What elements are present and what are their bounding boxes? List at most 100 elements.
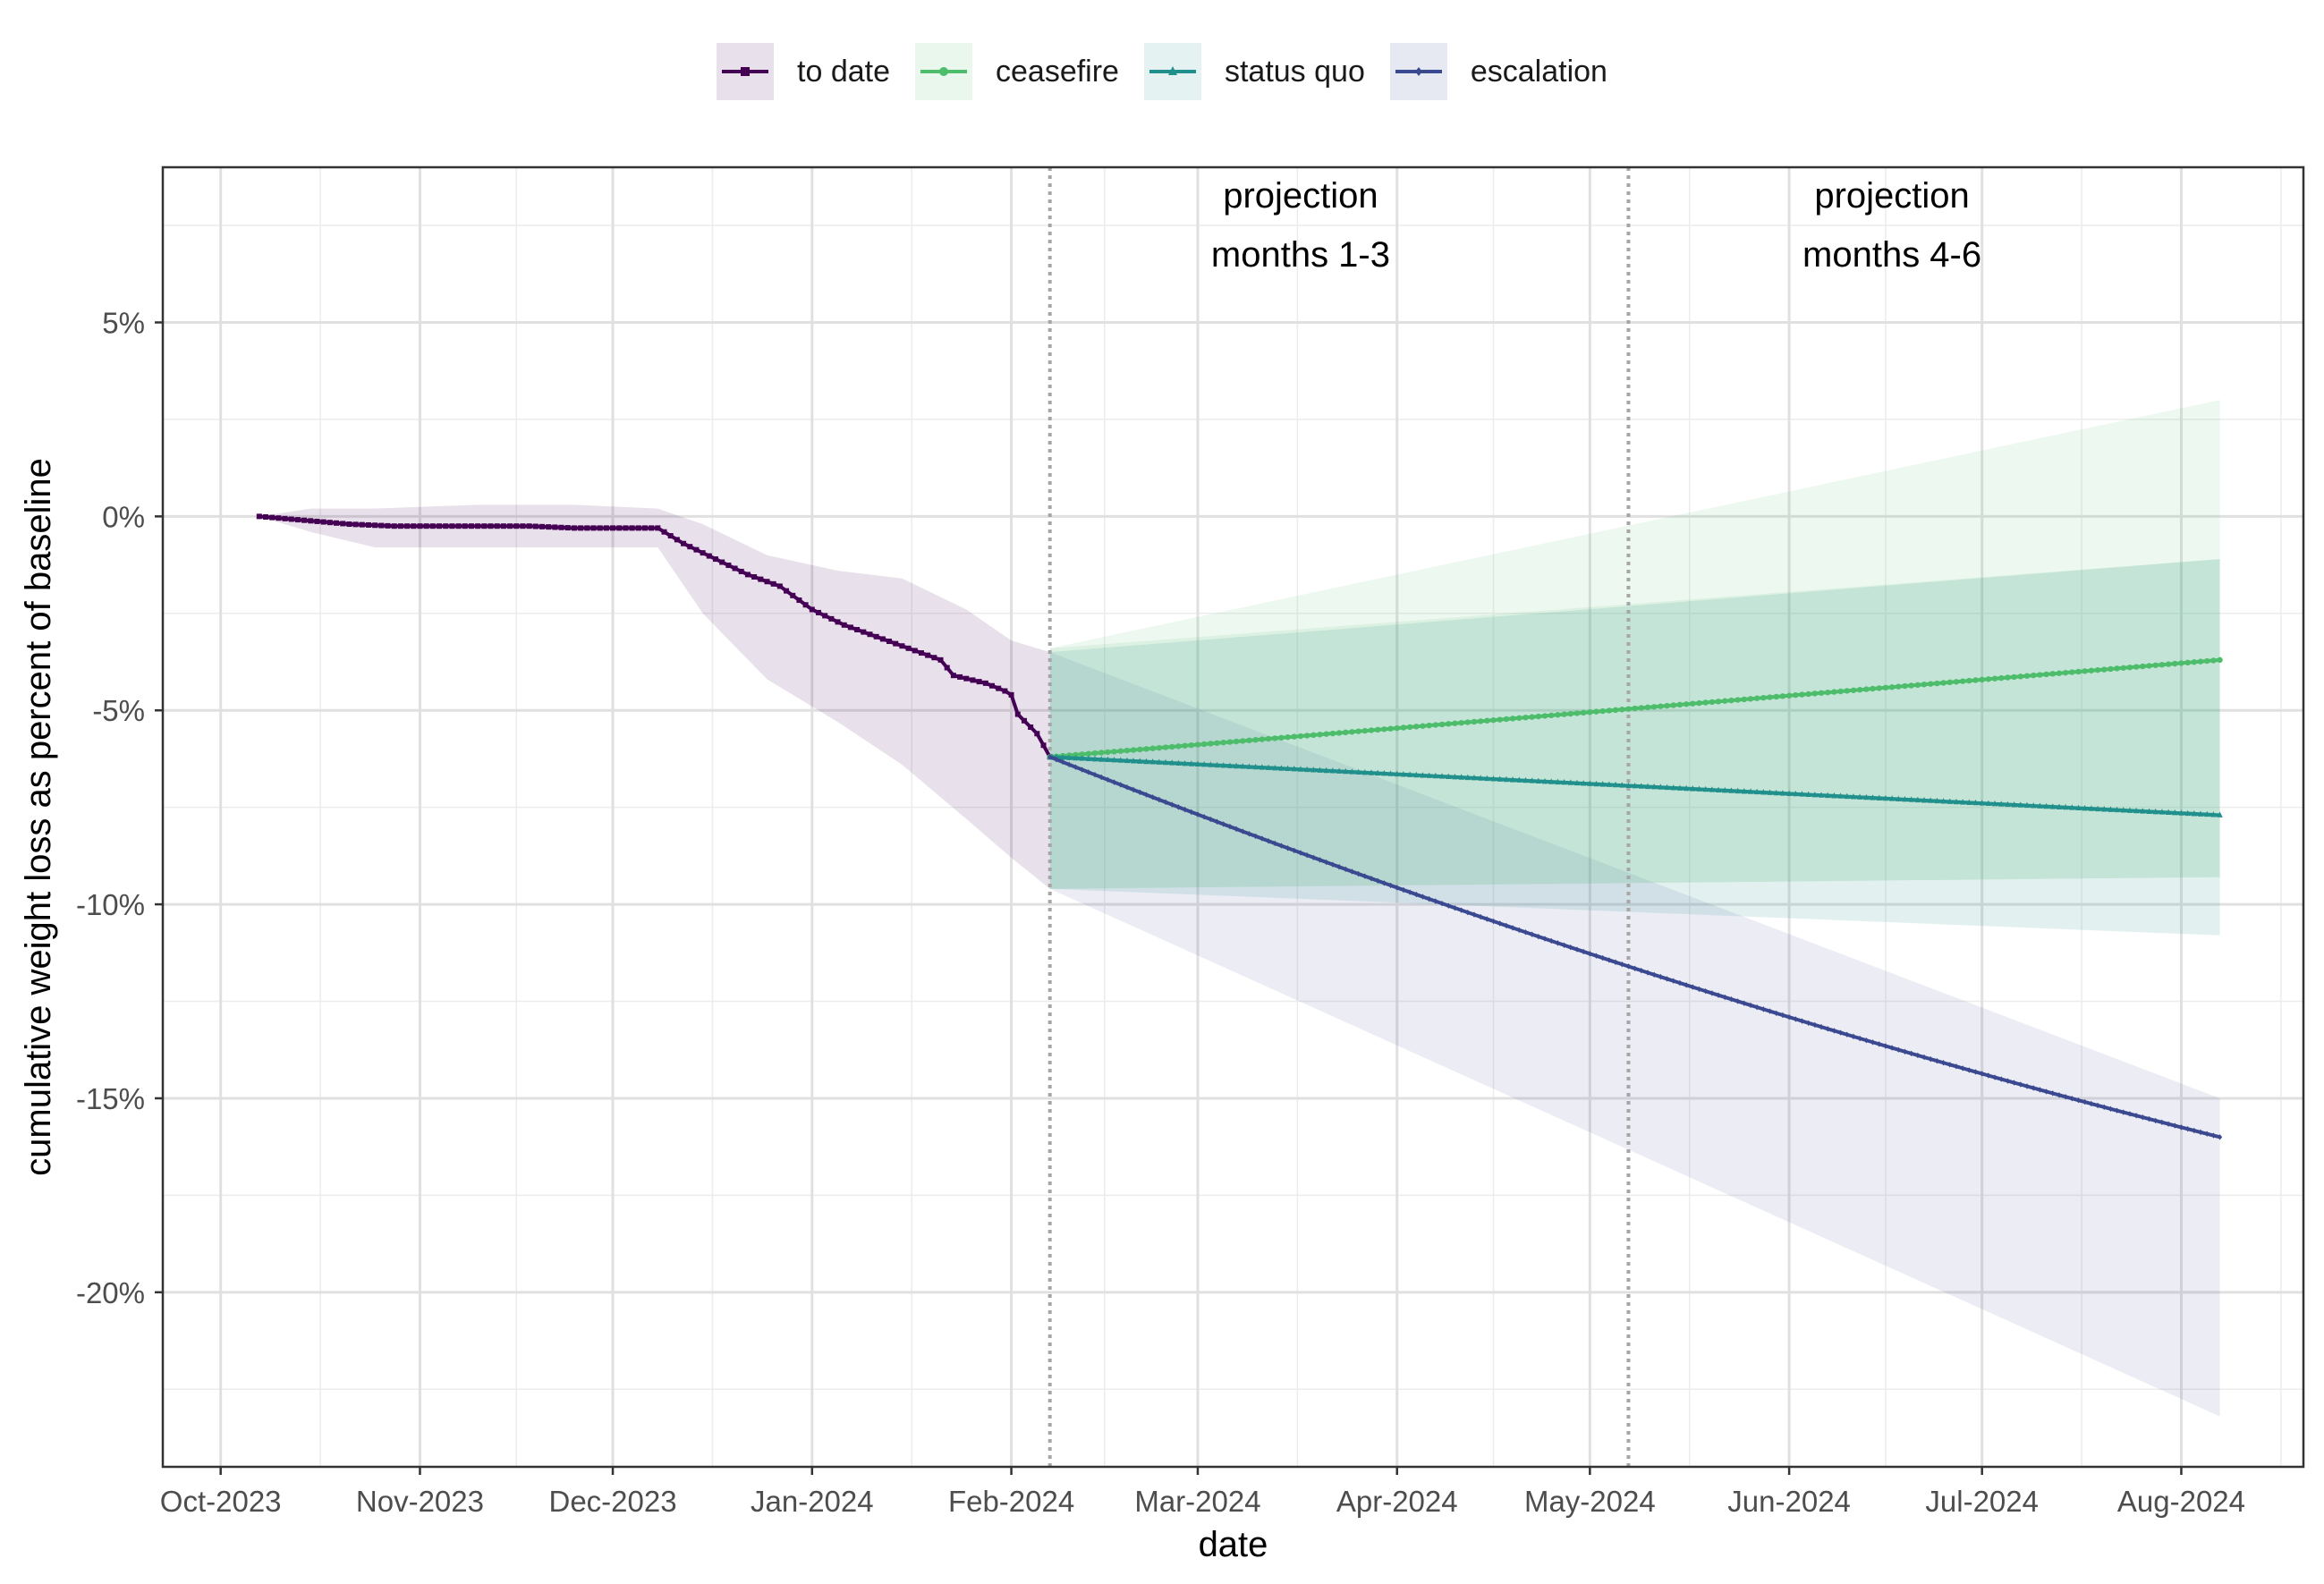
point-to-date — [455, 523, 462, 529]
point-to-date — [327, 520, 333, 526]
point-ceasefire — [2075, 668, 2082, 675]
line-to-date — [259, 514, 1052, 758]
point-ceasefire — [2152, 662, 2159, 668]
point-status-quo — [1175, 759, 1182, 766]
point-to-date — [507, 523, 513, 529]
x-tick-label: May-2024 — [1524, 1485, 1656, 1518]
point-status-quo — [1831, 792, 1837, 799]
point-escalation — [1703, 987, 1709, 995]
point-escalation — [1272, 840, 1277, 847]
point-status-quo — [1709, 786, 1716, 792]
point-escalation — [1877, 1041, 1882, 1047]
point-ceasefire — [1991, 675, 1998, 682]
point-to-date — [417, 523, 423, 529]
point-escalation — [1240, 828, 1245, 834]
point-status-quo — [1252, 763, 1259, 770]
point-status-quo — [1998, 800, 2005, 807]
point-ceasefire — [2184, 659, 2191, 666]
point-status-quo — [1825, 792, 1831, 799]
point-escalation — [2210, 1132, 2216, 1139]
point-ceasefire — [1728, 697, 1735, 704]
point-ceasefire — [1464, 719, 1471, 725]
point-ceasefire — [1908, 682, 1914, 689]
point-to-date — [256, 513, 262, 520]
point-status-quo — [1580, 780, 1587, 786]
y-tick-label: 0% — [102, 500, 145, 533]
point-to-date — [635, 525, 641, 531]
point-to-date — [655, 525, 661, 531]
point-to-date — [925, 652, 931, 658]
ribbon-escalation — [1049, 652, 2220, 1417]
point-status-quo — [1208, 761, 1214, 767]
point-escalation — [2050, 1090, 2056, 1097]
point-status-quo — [2184, 809, 2191, 817]
point-to-date — [667, 533, 674, 539]
point-escalation — [1310, 854, 1316, 860]
point-ceasefire — [2114, 665, 2120, 672]
point-status-quo — [1529, 777, 1535, 784]
point-ceasefire — [1162, 744, 1169, 750]
point-ceasefire — [1856, 687, 1863, 693]
point-ceasefire — [2017, 673, 2024, 680]
point-to-date — [847, 624, 853, 631]
point-escalation — [1143, 792, 1149, 798]
point-escalation — [1960, 1065, 1965, 1072]
legend-key-status-quo — [1143, 43, 1201, 100]
point-ceasefire — [1805, 690, 1811, 698]
point-escalation — [1150, 794, 1156, 800]
point-ceasefire — [1137, 746, 1143, 753]
point-status-quo — [1914, 796, 1921, 803]
point-ceasefire — [1291, 733, 1297, 740]
point-escalation — [1857, 1035, 1862, 1042]
point-ceasefire — [2094, 666, 2101, 673]
point-to-date — [397, 523, 403, 529]
point-escalation — [1851, 1033, 1856, 1040]
point-ceasefire — [1323, 731, 1329, 737]
legend-item-ceasefire: ceasefire — [915, 43, 1119, 100]
point-escalation — [1336, 864, 1342, 870]
point-to-date — [674, 537, 680, 543]
point-escalation — [1593, 953, 1599, 959]
point-escalation — [1915, 1052, 1921, 1059]
point-status-quo — [2217, 811, 2223, 817]
point-escalation — [1677, 979, 1683, 987]
point-to-date — [649, 525, 655, 531]
point-status-quo — [1240, 763, 1246, 769]
point-status-quo — [1291, 766, 1297, 772]
point-escalation — [1080, 767, 1085, 773]
point-escalation — [1221, 821, 1226, 827]
point-ceasefire — [1381, 726, 1387, 733]
point-status-quo — [2165, 809, 2172, 816]
point-status-quo — [1361, 768, 1369, 775]
point-status-quo — [1690, 785, 1696, 792]
point-escalation — [1189, 809, 1194, 816]
point-status-quo — [1619, 782, 1625, 788]
point-status-quo — [2191, 810, 2198, 817]
point-escalation — [1986, 1072, 1991, 1079]
point-escalation — [1253, 833, 1259, 840]
point-ceasefire — [1953, 679, 1960, 685]
point-status-quo — [1149, 758, 1156, 765]
point-ceasefire — [1420, 723, 1426, 729]
point-escalation — [1349, 868, 1355, 875]
point-status-quo — [1972, 799, 1979, 806]
point-status-quo — [1928, 797, 1934, 803]
point-status-quo — [1561, 779, 1567, 785]
point-to-date — [359, 521, 365, 528]
point-escalation — [1298, 850, 1303, 856]
point-escalation — [1214, 818, 1220, 825]
point-escalation — [1671, 978, 1676, 984]
point-escalation — [1966, 1067, 1972, 1073]
point-escalation — [2101, 1104, 2107, 1111]
point-ceasefire — [2197, 658, 2204, 665]
point-escalation — [1395, 885, 1400, 891]
point-ceasefire — [2037, 672, 2043, 678]
point-to-date — [835, 619, 841, 625]
point-escalation — [1825, 1026, 1830, 1032]
point-ceasefire — [1541, 713, 1548, 719]
point-status-quo — [1124, 757, 1131, 764]
ribbon-ceasefire-inner — [1049, 559, 2220, 889]
point-ceasefire — [1098, 750, 1105, 756]
point-escalation — [1760, 1006, 1766, 1012]
point-escalation — [1208, 816, 1213, 823]
